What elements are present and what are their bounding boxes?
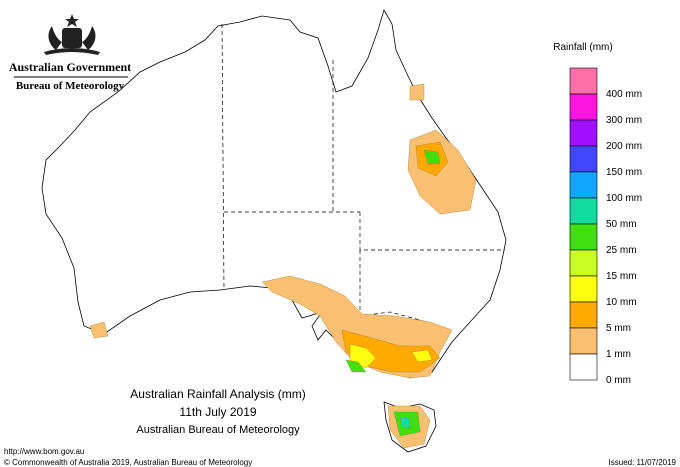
legend-swatch [569, 275, 598, 303]
legend-label: 50 mm [606, 219, 637, 230]
legend-label: 150 mm [606, 167, 642, 178]
legend-label: 15 mm [606, 271, 637, 282]
legend-swatch [569, 67, 598, 95]
legend-swatch [569, 171, 598, 199]
map-title-source: Australian Bureau of Meteorology [136, 424, 300, 436]
legend-label: 0 mm [606, 375, 631, 386]
legend-swatch [569, 327, 598, 355]
legend-label: 100 mm [606, 193, 642, 204]
legend-label: 1 mm [606, 349, 631, 360]
coat-of-arms [44, 14, 100, 55]
legend-swatch [569, 353, 598, 381]
legend-swatch [569, 93, 598, 121]
australia-map [41, 8, 507, 453]
legend: 400 mm 300 mm 200 mm 150 mm 100 mm 50 mm 25 mm… [569, 67, 642, 386]
agency-name: Bureau of Meteorology [16, 80, 125, 92]
government-name: Australian Government [9, 60, 131, 74]
coastline [41, 8, 507, 379]
legend-swatch [569, 223, 598, 251]
rainfall-areas [89, 83, 477, 449]
legend-label: 5 mm [606, 323, 631, 334]
legend-title: Rainfall (mm) [553, 42, 612, 53]
legend-swatch [569, 197, 598, 225]
legend-swatch [569, 145, 598, 173]
map-title-date: 11th July 2019 [179, 405, 256, 419]
state-borders [221, 23, 505, 340]
footer-issued: Issued: 11/07/2019 [609, 458, 677, 467]
legend-label: 25 mm [606, 245, 637, 256]
legend-swatch [569, 249, 598, 277]
legend-swatch [569, 301, 598, 329]
footer-url: http://www.bom.gov.au [4, 447, 84, 456]
legend-label: 300 mm [606, 115, 642, 126]
map-title-line: Australian Rainfall Analysis (mm) [130, 387, 305, 401]
legend-label: 200 mm [606, 141, 642, 152]
footer-copyright: © Commonwealth of Australia 2019, Austra… [4, 458, 252, 467]
legend-label: 400 mm [606, 89, 642, 100]
legend-label: 10 mm [606, 297, 637, 308]
legend-swatch [569, 119, 598, 147]
